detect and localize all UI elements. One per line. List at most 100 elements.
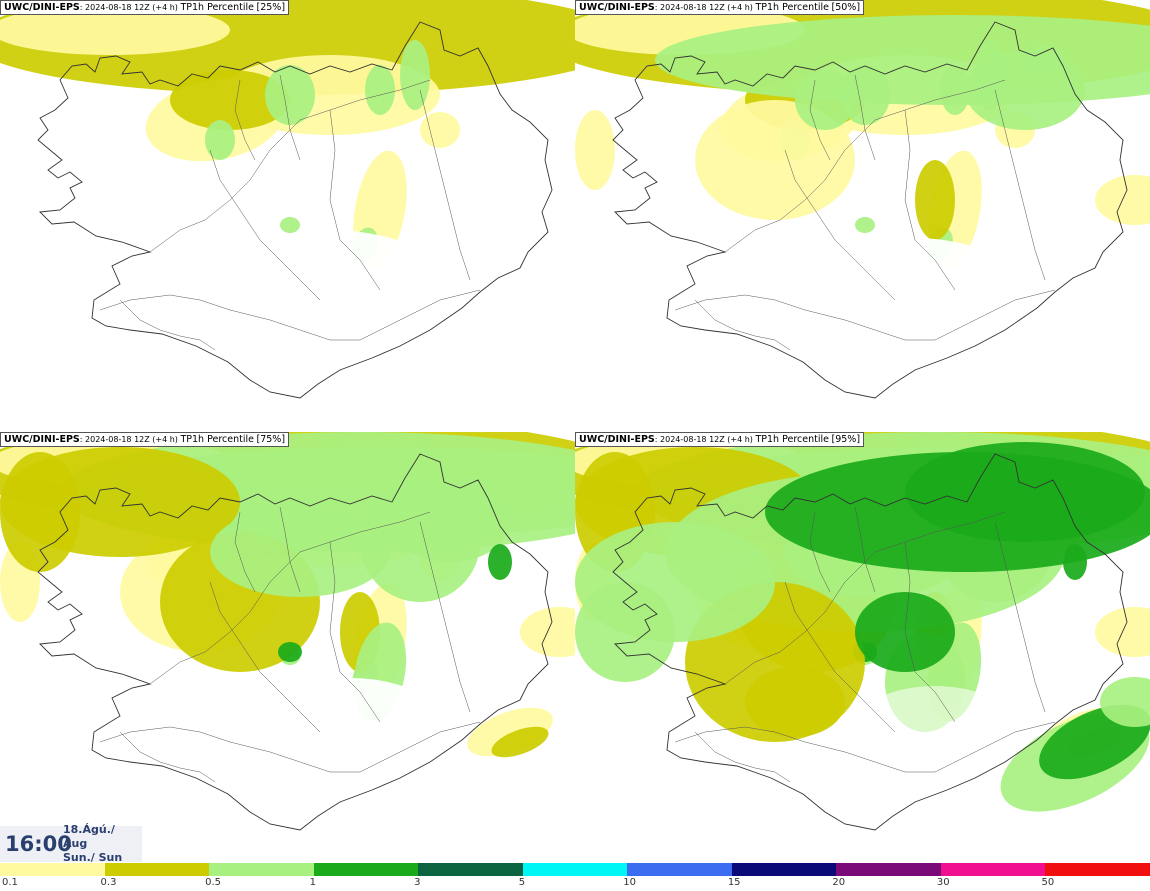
panel-title: UWC/DINI-EPS: 2024-08-18 12Z (+4 h) TP1h… [0, 0, 290, 15]
precip-area [467, 707, 553, 757]
precip-legend: 0.1 0.3 0.5 1 3 5 10 15 20 30 50 [0, 863, 1150, 891]
legend-tick-label: 10 [623, 877, 636, 888]
precip-area [280, 217, 300, 233]
boundary-line [809, 511, 831, 593]
boundary-line [854, 74, 876, 161]
legend-swatch [836, 863, 941, 876]
legend-tick-label: 50 [1041, 877, 1055, 888]
valid-date: 18.Ágú./ Aug Sun./ Sun [63, 823, 142, 865]
precip-area [905, 442, 1145, 542]
map-panel-p50: UWC/DINI-EPS: 2024-08-18 12Z (+4 h) TP1h… [575, 0, 1150, 432]
boundary-line [99, 289, 481, 341]
precip-area [488, 544, 512, 580]
boundary-line [809, 79, 831, 161]
precip-area [965, 50, 1085, 130]
legend-tick-label: 30 [936, 877, 950, 888]
boundary-line [234, 511, 256, 593]
legend-swatch [1045, 863, 1150, 876]
boundary-line [329, 541, 381, 723]
boundary-line [994, 89, 1046, 281]
boundary-line [149, 511, 431, 685]
precip-area [795, 70, 855, 130]
boundary-line [904, 109, 956, 291]
legend-tick-label: 0.1 [2, 877, 18, 888]
boundary-line [784, 149, 896, 301]
precip-area [170, 70, 290, 130]
boundary-line [234, 79, 256, 161]
legend-swatch [313, 863, 419, 876]
panel-title: UWC/DINI-EPS: 2024-08-18 12Z (+4 h) TP1h… [0, 432, 290, 447]
precip-area [365, 65, 395, 115]
valid-time: 16:00 [5, 832, 72, 856]
legend-tick-label: 20 [832, 877, 846, 888]
precip-area [265, 65, 315, 125]
legend-color-bar [0, 863, 1150, 876]
legend-swatch [0, 863, 105, 876]
legend-swatch [209, 863, 314, 876]
legend-tick-label: 5 [518, 877, 526, 888]
boundary-line [279, 74, 301, 161]
dry-area [850, 686, 1020, 778]
precip-area [0, 5, 230, 55]
boundary-line [119, 299, 216, 351]
precip-area [855, 217, 875, 233]
precip-area [575, 110, 615, 190]
panel-title: UWC/DINI-EPS: 2024-08-18 12Z (+4 h) TP1h… [575, 0, 865, 15]
legend-tick-label: 0.3 [100, 877, 117, 888]
boundary-line [784, 581, 896, 733]
legend-swatch [731, 863, 837, 876]
precip-area [205, 120, 235, 160]
coastline [612, 21, 1128, 399]
boundary-line [99, 721, 481, 773]
precip-map [0, 0, 575, 399]
legend-tick-label: 0.5 [205, 877, 221, 888]
boundary-line [279, 506, 301, 593]
precip-map [575, 432, 1150, 831]
boundary-line [904, 541, 956, 723]
boundary-line [419, 521, 471, 713]
panel-title: UWC/DINI-EPS: 2024-08-18 12Z (+4 h) TP1h… [575, 432, 865, 447]
legend-swatch [627, 863, 732, 876]
boundary-line [149, 79, 431, 253]
boundary-line [209, 149, 321, 301]
legend-swatch [418, 863, 523, 876]
precip-area [915, 160, 955, 240]
boundary-line [724, 511, 1006, 685]
boundary-line [329, 109, 381, 291]
boundary-line [854, 506, 876, 593]
valid-time-box: 16:00 18.Ágú./ Aug Sun./ Sun [0, 823, 142, 865]
coastline [612, 453, 1128, 831]
boundary-line [119, 731, 216, 783]
legend-swatch [940, 863, 1046, 876]
dry-area [250, 678, 450, 786]
precip-area [400, 40, 430, 110]
boundary-line [994, 521, 1046, 713]
precip-area [278, 642, 302, 662]
precip-map [0, 432, 575, 831]
dry-area [200, 230, 460, 370]
map-panel-p95: UWC/DINI-EPS: 2024-08-18 12Z (+4 h) TP1h… [575, 432, 1150, 864]
legend-tick-label: 1 [309, 877, 316, 888]
map-panel-p25: UWC/DINI-EPS: 2024-08-18 12Z (+4 h) TP1h… [0, 0, 575, 432]
precip-area [420, 112, 460, 148]
legend-tick-label: 3 [414, 877, 421, 888]
precip-area [360, 482, 480, 602]
dry-area [800, 238, 1030, 362]
date-line: 18.Ágú./ Aug [63, 823, 115, 850]
boundary-line [724, 79, 1006, 253]
legend-swatch [104, 863, 210, 876]
day-line: Sun./ Sun [63, 851, 123, 864]
precip-area [0, 452, 80, 572]
boundary-line [209, 581, 321, 733]
boundary-line [674, 721, 1056, 773]
precip-area [1100, 677, 1150, 727]
legend-swatch [522, 863, 628, 876]
boundary-line [419, 89, 471, 281]
legend-tick-label: 15 [727, 877, 741, 888]
boundary-line [674, 289, 1056, 341]
precip-area [745, 667, 845, 737]
precip-area [491, 726, 549, 758]
boundary-line [694, 299, 791, 351]
boundary-line [694, 731, 791, 783]
map-panel-p75: UWC/DINI-EPS: 2024-08-18 12Z (+4 h) TP1h… [0, 432, 575, 864]
